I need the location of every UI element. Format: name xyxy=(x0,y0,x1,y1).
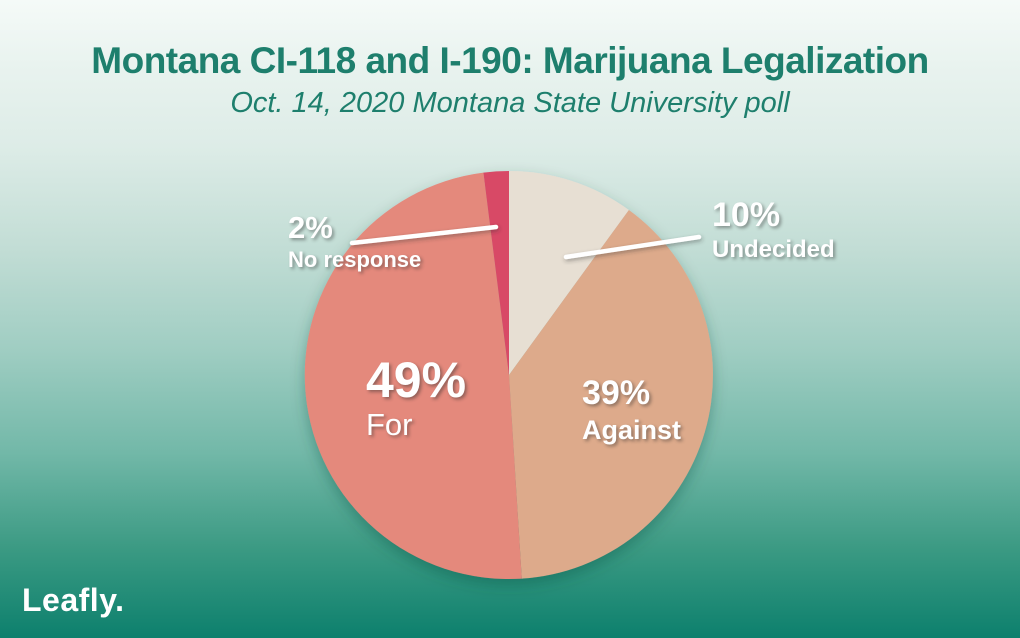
for-percent: 49% xyxy=(366,352,467,408)
pie-slice-no-response xyxy=(483,170,509,375)
callout-for: 49% For xyxy=(366,354,466,441)
leafly-logo: Leafly. xyxy=(22,582,125,618)
for-label: For xyxy=(366,406,413,442)
no-response-leader-line xyxy=(349,224,499,246)
callout-no-response: 2% No response xyxy=(288,210,422,272)
header: Montana CI-118 and I-190: Marijuana Lega… xyxy=(0,40,1020,120)
pie-slice-against xyxy=(509,210,713,579)
undecided-percent: 10% xyxy=(712,196,781,234)
no-response-percent: 2% xyxy=(288,210,333,245)
page-title: Montana CI-118 and I-190: Marijuana Lega… xyxy=(91,40,929,81)
pie-slices xyxy=(304,170,713,580)
pie-slice-for xyxy=(304,172,522,580)
pie-slice-undecided xyxy=(509,171,629,375)
undecided-leader-line xyxy=(563,234,702,260)
undecided-label: Undecided xyxy=(712,235,835,263)
no-response-label: No response xyxy=(288,246,422,272)
callout-undecided: 10% Undecided xyxy=(712,196,835,263)
against-percent: 39% xyxy=(582,374,651,412)
against-label: Against xyxy=(582,414,682,445)
callout-against: 39% Against xyxy=(582,374,682,445)
page-subtitle: Oct. 14, 2020 Montana State University p… xyxy=(230,86,790,119)
